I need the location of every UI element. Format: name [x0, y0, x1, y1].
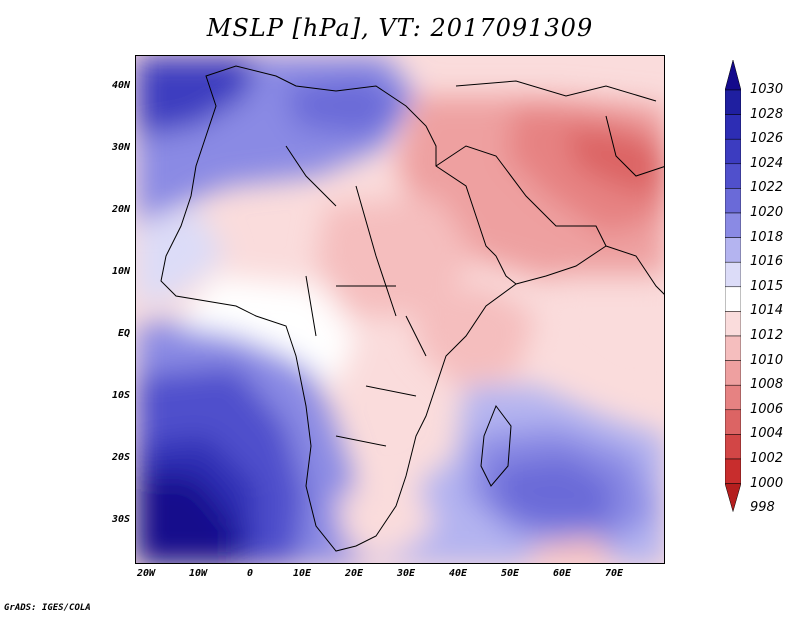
colorbar-max-arrow	[725, 60, 741, 91]
lat-label: 10N	[111, 266, 130, 277]
lon-label: 50E	[500, 568, 520, 579]
colorbar-label: 1024	[750, 155, 784, 171]
colorbar-swatch	[725, 409, 741, 435]
colorbar-swatch	[725, 188, 741, 214]
lon-label: 10W	[188, 568, 208, 579]
colorbar-swatch	[725, 335, 741, 361]
coastlines	[160, 65, 664, 552]
colorbar-swatch	[725, 286, 741, 312]
lon-label: 70E	[604, 568, 624, 579]
colorbar-label: 1012	[750, 328, 784, 343]
lat-label: 30S	[111, 514, 130, 525]
lat-label: 40N	[111, 80, 130, 91]
lat-label: 10S	[111, 390, 130, 401]
lon-label: 40E	[448, 568, 468, 579]
colorbar-label: 1006	[750, 401, 784, 417]
colorbar-swatch	[725, 311, 741, 337]
colorbar-swatch	[725, 360, 741, 386]
lon-label: 60E	[552, 568, 572, 579]
colorbar-swatch	[725, 384, 741, 411]
lon-label: 20E	[344, 568, 364, 579]
lon-label: 20W	[136, 568, 156, 579]
colorbar	[725, 60, 741, 513]
colorbar-swatch	[725, 114, 741, 140]
lat-label: EQ	[117, 328, 130, 339]
map-panel	[135, 55, 665, 564]
colorbar-min-arrow	[725, 483, 741, 513]
colorbar-label: 1002	[750, 451, 784, 466]
colorbar-label: 1000	[750, 475, 784, 491]
colorbar-label: 1004	[750, 426, 784, 442]
colorbar-label: 998	[750, 500, 775, 516]
lat-label: 30N	[111, 142, 130, 153]
mslp-map	[136, 56, 664, 563]
colorbar-label: 1008	[750, 377, 784, 393]
colorbar-swatch	[725, 261, 741, 288]
colorbar-label: 1010	[750, 352, 784, 368]
colorbar-swatch	[725, 138, 741, 165]
colorbar-swatch	[725, 458, 741, 484]
colorbar-label: 1015	[750, 278, 784, 294]
chart-title: MSLP [hPa], VT: 2017091309	[206, 14, 594, 42]
colorbar-label: 1026	[750, 131, 784, 147]
lon-label: 30E	[396, 568, 416, 579]
colorbar-label: 1016	[750, 254, 784, 270]
colorbar-swatches	[725, 60, 741, 513]
colorbar-label: 1018	[750, 229, 784, 245]
footer-credit: GrADS: IGES/COLA	[4, 603, 91, 613]
lon-label: 0	[246, 568, 254, 579]
colorbar-swatch	[725, 89, 741, 115]
colorbar-label: 1014	[750, 303, 784, 319]
colorbar-label: 1030	[750, 82, 784, 97]
lon-label: 10E	[292, 568, 312, 579]
colorbar-swatch	[725, 237, 741, 263]
colorbar-swatch	[725, 163, 741, 189]
colorbar-swatch	[725, 434, 741, 460]
colorbar-label: 1022	[750, 180, 784, 196]
lat-label: 20N	[111, 204, 130, 215]
colorbar-label: 1028	[750, 106, 784, 122]
colorbar-label: 1020	[750, 205, 784, 220]
pressure-field	[136, 56, 664, 563]
colorbar-swatch	[725, 212, 741, 238]
lat-label: 20S	[111, 452, 130, 463]
